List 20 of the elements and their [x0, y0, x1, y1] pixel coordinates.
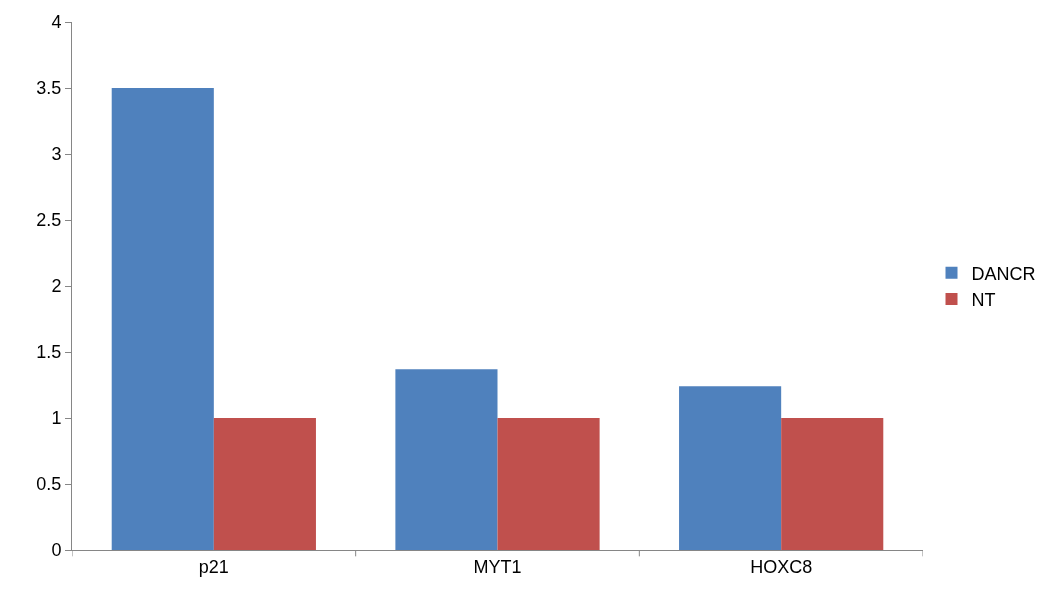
y-tick-label: 3: [51, 144, 62, 165]
y-tick-label: 2.5: [36, 210, 62, 231]
y-tick-label: 0: [51, 540, 62, 561]
bar: [395, 369, 498, 550]
x-tick-label: HOXC8: [750, 556, 813, 577]
x-tick-label: MYT1: [473, 556, 522, 577]
y-tick-label: 2: [51, 276, 62, 297]
x-tick-label: p21: [198, 556, 229, 577]
y-tick-label: 3.5: [36, 78, 62, 99]
bar: [679, 386, 782, 550]
legend-label: DANCR: [971, 263, 1036, 284]
legend-label: NT: [971, 290, 996, 311]
y-tick-label: 0.5: [36, 474, 62, 495]
y-tick-label: 1.5: [36, 342, 62, 363]
bar: [781, 418, 884, 550]
bar: [497, 418, 600, 550]
bar: [111, 88, 214, 550]
y-tick-label: 4: [51, 12, 62, 33]
bar: [213, 418, 316, 550]
y-tick-label: 1: [51, 408, 62, 429]
